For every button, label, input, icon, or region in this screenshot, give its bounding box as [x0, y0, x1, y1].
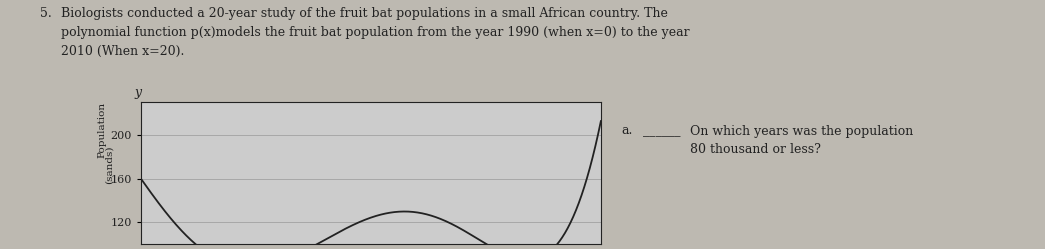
Text: ______: ______ — [643, 124, 680, 137]
Text: 5.: 5. — [40, 7, 51, 20]
Text: (sands): (sands) — [104, 145, 113, 184]
Text: a.: a. — [622, 124, 633, 137]
Text: On which years was the population
80 thousand or less?: On which years was the population 80 tho… — [690, 124, 913, 156]
Text: Population: Population — [98, 101, 107, 158]
Text: y: y — [134, 86, 141, 99]
Text: Biologists conducted a 20-year study of the fruit bat populations in a small Afr: Biologists conducted a 20-year study of … — [61, 7, 690, 58]
